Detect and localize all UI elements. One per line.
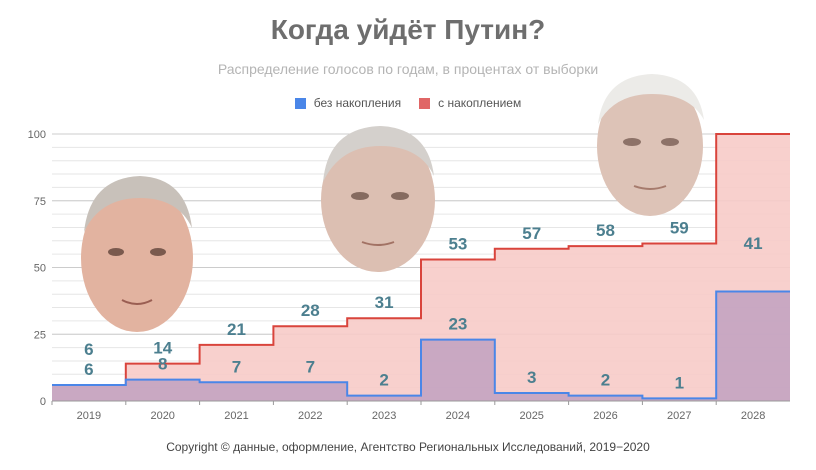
y-tick-label: 100 — [28, 129, 46, 141]
x-tick-label: 2026 — [593, 410, 617, 422]
x-tick-label: 2025 — [519, 410, 543, 422]
x-tick-label: 2024 — [446, 410, 470, 422]
data-label-no-accumulation: 2 — [379, 371, 388, 390]
y-tick-label: 0 — [40, 396, 46, 408]
data-label-accumulated: 57 — [522, 224, 541, 243]
chart-title: Когда уйдёт Путин? — [270, 14, 546, 45]
portrait-image — [81, 176, 193, 332]
legend-item-no-accumulation[interactable]: без накопления — [294, 96, 402, 110]
label-layer: 6 814 7 21 7 28 2 31 23 53 3 57 2 58 1 59 41 6 — [84, 218, 762, 392]
x-tick-label: 2027 — [667, 410, 691, 422]
data-label-no-accumulation: 1 — [675, 373, 684, 392]
legend-item-accumulated[interactable]: с накоплением — [419, 96, 521, 110]
data-label-no-accumulation: 41 — [744, 234, 763, 253]
x-tick-label: 2022 — [298, 410, 322, 422]
chart-subtitle: Распределение голосов по годам, в процен… — [217, 61, 599, 77]
data-label-no-accumulation: 7 — [232, 357, 241, 376]
data-label-accumulated: 21 — [227, 320, 246, 339]
data-label-accumulated: 53 — [448, 234, 467, 253]
data-label-no-accumulation: 3 — [527, 368, 536, 387]
x-tick-label: 2028 — [741, 410, 765, 422]
axis-layer: 0 25 50 75 100 2019 2020 2021 2022 2023 2024 2025 20… — [28, 129, 790, 422]
line-no-accumulation — [52, 290, 790, 400]
legend-swatch — [419, 97, 431, 109]
data-label-accumulated: 28 — [301, 301, 320, 320]
line-accumulated — [52, 133, 790, 386]
data-label-accumulated: 6 — [84, 360, 93, 379]
legend-label: с накоплением — [438, 96, 522, 110]
data-label-no-accumulation: 7 — [306, 357, 315, 376]
data-label-accumulated: 58 — [596, 221, 615, 240]
data-label-accumulated: 31 — [375, 293, 394, 312]
data-label-no-accumulation: 8 — [158, 355, 167, 374]
legend-label: без накопления — [313, 96, 402, 110]
photo-layer — [81, 74, 704, 332]
data-label-no-accumulation: 23 — [448, 315, 467, 334]
copyright-footer: Copyright © данные, оформление, Агентств… — [166, 440, 650, 454]
y-tick-label: 50 — [34, 263, 46, 275]
portrait-image — [597, 74, 704, 216]
data-label-accumulated: 14 — [153, 339, 172, 358]
portrait-image — [321, 126, 435, 272]
x-tick-label: 2020 — [150, 410, 174, 422]
x-tick-label: 2023 — [372, 410, 396, 422]
x-tick-label: 2021 — [224, 410, 248, 422]
x-tick-label: 2019 — [77, 410, 101, 422]
legend-swatch — [294, 97, 306, 109]
y-tick-label: 75 — [34, 196, 46, 208]
y-tick-label: 25 — [34, 329, 46, 341]
data-label-accumulated: 59 — [670, 218, 689, 237]
data-label-no-accumulation: 2 — [601, 371, 610, 390]
legend: без накопления с накоплением — [0, 96, 816, 110]
area-layer — [52, 133, 790, 401]
data-label-accumulated: 6 — [84, 340, 93, 359]
